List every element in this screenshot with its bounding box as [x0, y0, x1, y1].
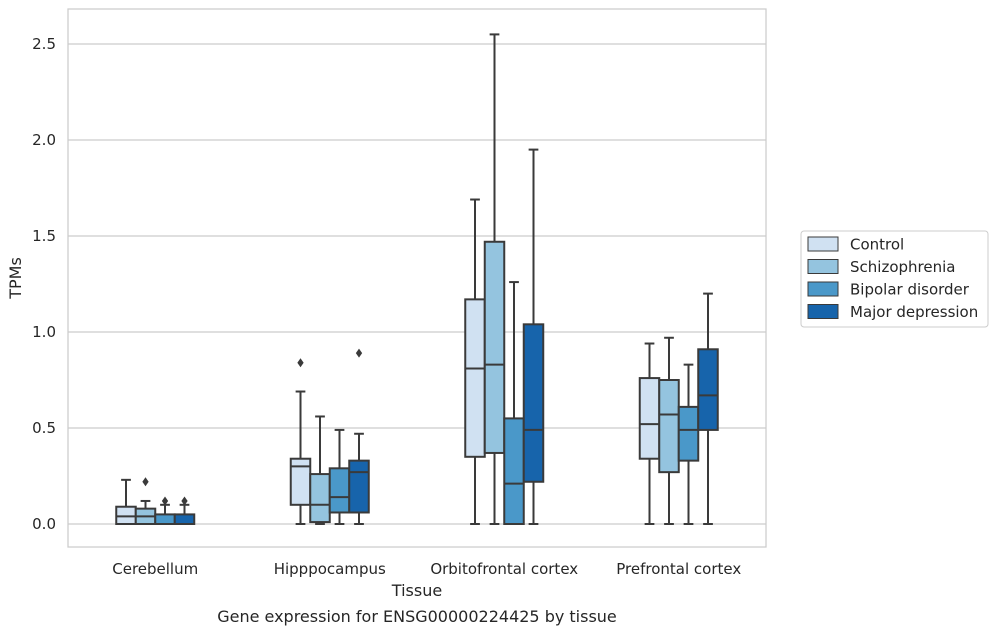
legend-swatch [807, 304, 839, 319]
legend-swatch [807, 281, 839, 297]
box-bipolar-disorder [328, 428, 351, 525]
box-schizophrenia [309, 415, 331, 525]
y-tick-label: 2.5 [32, 35, 56, 53]
box-schizophrenia [658, 336, 680, 525]
legend-swatch [807, 236, 839, 252]
y-tick-label: 1.5 [32, 227, 56, 245]
box-rect [348, 459, 370, 514]
box-control [115, 478, 137, 526]
boxes [115, 33, 719, 526]
y-tick-label: 1.0 [32, 323, 56, 341]
outlier-point [297, 358, 304, 368]
legend-label: Control [850, 236, 904, 254]
box-rect [697, 348, 719, 431]
box-bipolar-disorder [154, 496, 176, 526]
box-rect [677, 405, 700, 462]
box-rect [658, 379, 680, 474]
y-axis-title: TPMs [6, 257, 25, 300]
box-bipolar-disorder [677, 363, 700, 525]
y-tick-label: 0.5 [32, 419, 56, 437]
box-rect [464, 298, 486, 458]
box-major-depression [173, 496, 196, 526]
legend-label: Bipolar disorder [850, 281, 970, 299]
box-bipolar-disorder [503, 281, 525, 525]
box-rect [638, 377, 661, 460]
box-rect [154, 513, 176, 526]
y-axis-ticks: 0.0 0.5 1.0 1.5 2.0 2.5 [32, 35, 56, 533]
x-axis-title: Tissue [391, 581, 442, 600]
chart-caption: Gene expression for ENSG00000224425 by t… [217, 607, 617, 626]
box-major-depression [348, 348, 370, 525]
box-rect [522, 323, 545, 483]
legend-frame [800, 230, 989, 328]
box-control [464, 198, 486, 525]
legend-label: Schizophrenia [850, 258, 955, 276]
x-axis-ticks: Cerebellum Hipppocampus Orbitofrontal cort… [112, 560, 741, 578]
box-rect [309, 473, 331, 524]
box-schizophrenia [483, 33, 506, 525]
y-tick-label: 2.0 [32, 131, 56, 149]
box-major-depression [697, 292, 719, 525]
outlier-point [161, 496, 169, 506]
outlier-point [142, 477, 149, 487]
legend: Control Schizophrenia Bipolar disorder Majo… [800, 230, 989, 328]
outlier-point [181, 496, 188, 506]
box-rect [503, 417, 525, 525]
legend-swatch [807, 259, 839, 274]
box-rect [483, 240, 506, 454]
box-schizophrenia [134, 477, 157, 526]
box-rect [173, 513, 196, 526]
x-tick-label: Cerebellum [112, 560, 198, 578]
plot-area-frame [67, 8, 767, 548]
outlier-point [355, 348, 363, 358]
box-control [638, 342, 661, 525]
x-tick-label: Prefrontal cortex [616, 560, 741, 578]
box-control [289, 358, 312, 525]
box-major-depression [522, 148, 545, 525]
x-tick-label: Orbitofrontal cortex [430, 560, 578, 578]
y-tick-label: 0.0 [32, 515, 56, 533]
legend-label: Major depression [850, 303, 978, 321]
x-tick-label: Hipppocampus [274, 560, 386, 578]
box-rect [328, 467, 351, 514]
